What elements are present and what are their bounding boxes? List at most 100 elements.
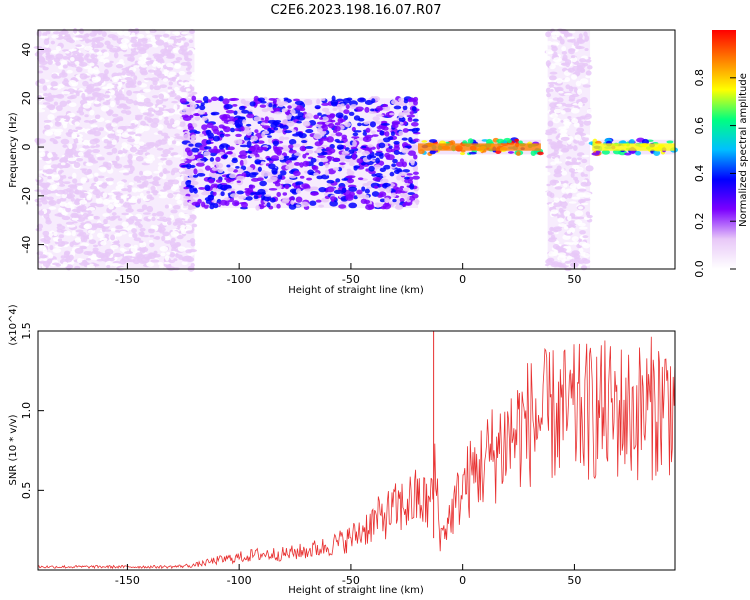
heatmap-cell <box>42 169 48 173</box>
heatmap-cell <box>562 54 568 61</box>
heatmap-cell <box>105 90 110 94</box>
heatmap-cell <box>243 159 248 165</box>
heatmap-cell <box>85 162 94 167</box>
heatmap-cell <box>40 190 49 196</box>
y-tick-label: -40 <box>20 236 33 254</box>
heatmap-cell <box>345 104 350 110</box>
heatmap-cell <box>101 31 107 37</box>
heatmap-cell <box>119 230 127 235</box>
x-tick-label: -150 <box>115 574 140 587</box>
heatmap-cell <box>222 114 227 119</box>
colorbar-tick-label: 0.2 <box>693 212 706 230</box>
heatmap-cell <box>109 100 116 108</box>
heatmap-cell <box>39 197 46 201</box>
heatmap-cell <box>366 154 372 160</box>
heatmap-cell <box>115 98 120 106</box>
heatmap-cell <box>104 251 111 258</box>
heatmap-cell <box>334 125 341 132</box>
heatmap-cell <box>75 126 83 130</box>
heatmap-cell <box>293 98 300 102</box>
heatmap-cell <box>127 186 132 193</box>
spectrogram-panel: -150 -100 -50 0 50 -40 -20 0 20 40 Height of str… <box>8 27 679 296</box>
heatmap-cell <box>181 261 188 266</box>
heatmap-cell <box>335 112 344 119</box>
x-tick-label: -100 <box>227 574 252 587</box>
heatmap-cell <box>346 97 353 101</box>
heatmap-cell <box>111 212 117 216</box>
heatmap-cell <box>184 35 193 39</box>
heatmap-cell <box>332 107 338 112</box>
heatmap-cell <box>302 153 307 159</box>
heatmap-cell <box>230 127 235 133</box>
spectrogram-frame <box>37 29 676 270</box>
heatmap-cell <box>281 199 290 204</box>
heatmap-cell <box>119 198 124 204</box>
heatmap-cell <box>244 187 250 191</box>
heatmap-cell <box>390 131 395 137</box>
heatmap-cell <box>269 176 278 182</box>
heatmap-cell <box>353 195 358 200</box>
heatmap-cell <box>365 204 374 211</box>
heatmap-cell <box>203 100 209 104</box>
heatmap-cell <box>169 35 176 40</box>
heatmap-cell <box>134 221 141 226</box>
heatmap-cell <box>136 208 145 213</box>
heatmap-cell <box>135 133 142 137</box>
heatmap-cell <box>552 251 558 257</box>
heatmap-cell <box>580 172 585 177</box>
heatmap-cell <box>197 198 202 204</box>
heatmap-cell <box>45 183 50 188</box>
heatmap-cell <box>407 117 413 122</box>
heatmap-cell <box>162 149 171 155</box>
heatmap-cell <box>408 136 413 143</box>
heatmap-cell <box>545 165 553 169</box>
heatmap-cell <box>321 116 329 123</box>
heatmap-cell <box>234 128 240 132</box>
heatmap-cell <box>170 230 180 237</box>
heatmap-cell <box>549 71 558 75</box>
heatmap-cell <box>163 235 171 241</box>
heatmap-cell <box>556 77 563 84</box>
heatmap-cell <box>276 191 282 197</box>
heatmap-cell <box>364 99 373 105</box>
heatmap-cell <box>133 65 140 68</box>
heatmap-cell <box>51 152 56 156</box>
heatmap-band <box>592 143 675 151</box>
heatmap-cell <box>52 86 61 89</box>
heatmap-cell <box>399 158 405 163</box>
heatmap-cell <box>183 133 190 141</box>
heatmap-cell <box>582 116 591 120</box>
heatmap-cell <box>259 180 267 187</box>
heatmap-cell <box>138 231 145 237</box>
heatmap-cell <box>137 149 144 156</box>
heatmap-cell <box>122 172 130 176</box>
heatmap-cell <box>59 197 67 202</box>
heatmap-cell <box>269 197 276 203</box>
heatmap-cell <box>174 136 184 139</box>
heatmap-cell <box>63 230 71 236</box>
heatmap-cell <box>212 135 220 142</box>
heatmap-cell <box>310 191 319 196</box>
heatmap-cell <box>583 120 592 126</box>
heatmap-cell <box>254 129 259 134</box>
heatmap-cell <box>552 179 560 184</box>
heatmap-cell <box>278 136 285 142</box>
heatmap-cell <box>64 33 71 38</box>
heatmap-cell <box>168 91 177 98</box>
heatmap-cell <box>304 188 314 192</box>
heatmap-cell <box>303 99 313 104</box>
heatmap-cell <box>122 105 129 110</box>
heatmap-cell <box>394 187 404 192</box>
heatmap-cell <box>271 170 278 175</box>
heatmap-cell <box>225 109 235 114</box>
heatmap-cell <box>42 260 51 268</box>
heatmap-cell <box>557 217 564 223</box>
heatmap-cell <box>158 195 168 199</box>
heatmap-cell <box>39 254 47 259</box>
heatmap-cell <box>554 227 562 232</box>
heatmap-cell <box>50 164 59 169</box>
heatmap-cell <box>84 114 89 118</box>
heatmap-cell <box>120 109 128 114</box>
heatmap-cell <box>557 252 567 256</box>
heatmap-cell <box>576 166 584 171</box>
